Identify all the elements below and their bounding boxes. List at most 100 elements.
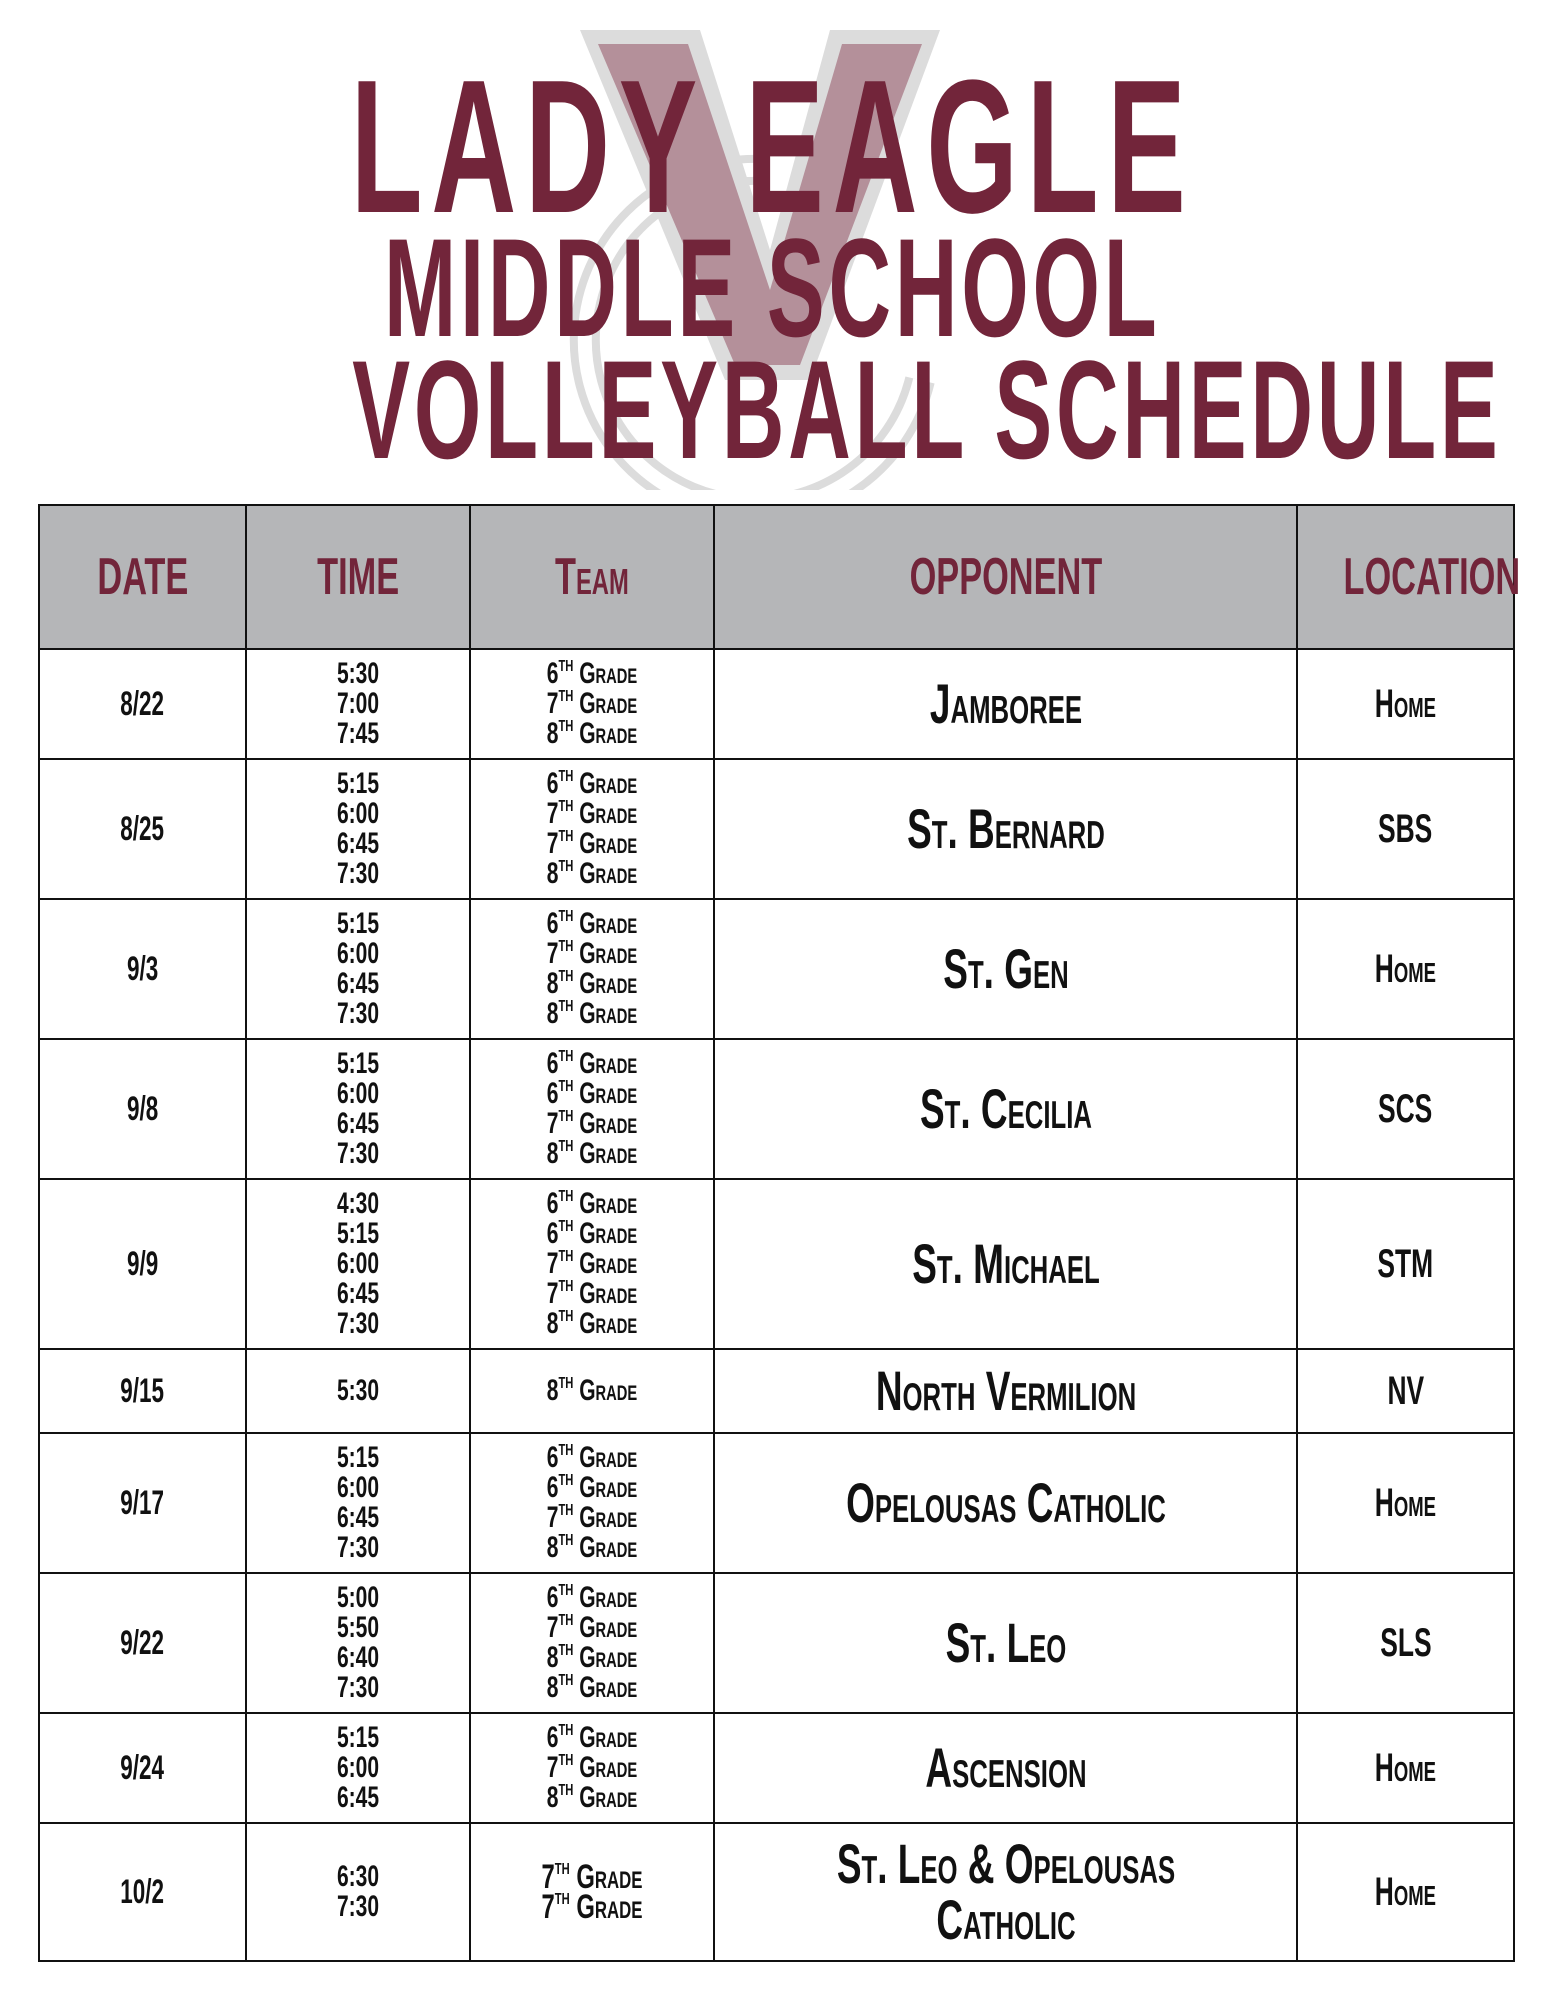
opponent-cell: Opelousas Catholic [713,1432,1298,1574]
date-text: 9/3 [126,949,159,988]
schedule-table: DATE TIME Team OPPONENT LOCATION 8/22 5:3… [38,504,1520,1962]
date-cell: 9/22 [38,1572,247,1714]
date-text: 8/25 [120,809,165,848]
time-cell: 6:30 7:30 [245,1822,471,1962]
opponent-cell: St. Leo & Opelousas Catholic [713,1822,1298,1962]
time-text: 6:00 [336,1751,380,1784]
time-text: 6:30 [336,1860,380,1893]
opponent-text: St. Cecilia [919,1077,1092,1140]
location-text: NV [1387,1368,1424,1413]
date-cell: 9/17 [38,1432,247,1574]
time-text: 6:45 [336,1501,380,1534]
time-text: 5:15 [336,1441,380,1474]
team-text: 8TH Grade [546,967,638,1000]
time-text: 5:15 [336,767,380,800]
team-text: 6TH Grade [546,1047,638,1080]
location-cell: Home [1296,1712,1515,1824]
table-row: 8/25 5:15 6:00 6:45 7:30 6TH Grade 7TH Grade 7T… [38,758,1515,900]
team-text: 7TH Grade [546,687,638,720]
table-row: 8/22 5:30 7:00 7:45 6TH Grade 7TH Grade 8TH Gr… [38,648,1515,760]
time-cell: 5:00 5:50 6:40 7:30 [245,1572,471,1714]
team-text: 6TH Grade [546,1581,638,1614]
time-text: 6:00 [336,1077,380,1110]
date-text: 9/15 [120,1371,165,1410]
team-cell: 6TH Grade 6TH Grade 7TH Grade 8TH Grade [469,1038,715,1180]
opponent-text: St. Gen [942,937,1069,1000]
time-text: 5:30 [336,657,380,690]
time-text: 7:30 [336,997,380,1030]
time-text: 4:30 [336,1187,380,1220]
time-text: 5:15 [336,907,380,940]
time-cell: 5:15 6:00 6:45 [245,1712,471,1824]
date-text: 9/17 [120,1483,165,1522]
header-time: TIME [245,504,471,650]
team-text: 8TH Grade [546,857,638,890]
team-text: 8TH Grade [546,1374,638,1407]
time-text: 6:45 [336,1277,380,1310]
table-row: 9/8 5:15 6:00 6:45 7:30 6TH Grade 6TH Grade 7TH… [38,1038,1515,1180]
team-cell: 8TH Grade [469,1348,715,1434]
team-text: 6TH Grade [546,1187,638,1220]
team-cell: 6TH Grade 7TH Grade 8TH Grade 8TH Grade [469,1572,715,1714]
team-text: 6TH Grade [546,1471,638,1504]
opponent-cell: St. Cecilia [713,1038,1298,1180]
team-text: 6TH Grade [546,1077,638,1110]
date-cell: 9/8 [38,1038,247,1180]
header-location: LOCATION [1296,504,1520,650]
time-text: 6:45 [336,827,380,860]
team-text: 7TH Grade [546,1107,638,1140]
location-cell: Home [1296,648,1515,760]
location-text: STM [1377,1241,1434,1286]
date-cell: 9/3 [38,898,247,1040]
team-text: 8TH Grade [546,1531,638,1564]
team-text: 7TH Grade [546,1501,638,1534]
time-cell: 5:30 7:00 7:45 [245,648,471,760]
location-cell: NV [1296,1348,1515,1434]
opponent-text: St. Michael [911,1232,1100,1295]
location-cell: SLS [1296,1572,1515,1714]
team-cell: 6TH Grade 6TH Grade 7TH Grade 7TH Grade 8TH … [469,1178,715,1350]
opponent-cell: Jamboree [713,648,1298,760]
team-text: 7TH Grade [546,797,638,830]
time-text: 7:30 [336,1671,380,1704]
team-text: 6TH Grade [546,907,638,940]
location-text: Home [1374,1480,1437,1525]
team-cell: 6TH Grade 7TH Grade 8TH Grade 8TH Grade [469,898,715,1040]
time-text: 5:15 [336,1047,380,1080]
location-cell: Home [1296,1432,1515,1574]
time-text: 7:30 [336,1531,380,1564]
location-cell: SBS [1296,758,1515,900]
team-text: 8TH Grade [546,997,638,1030]
opponent-text: North Vermilion [875,1359,1136,1422]
location-cell: Home [1296,898,1515,1040]
team-cell: 6TH Grade 6TH Grade 7TH Grade 8TH Grade [469,1432,715,1574]
team-text: 7TH Grade [546,827,638,860]
location-text: Home [1374,1869,1437,1914]
date-text: 9/24 [120,1748,165,1787]
time-text: 6:00 [336,1471,380,1504]
team-text: 8TH Grade [546,717,638,750]
date-text: 9/22 [120,1623,165,1662]
date-text: 8/22 [120,684,165,723]
time-text: 7:30 [336,1137,380,1170]
title-line-1: LADY EAGLE [350,41,1195,253]
opponent-text: Ascension [924,1736,1087,1799]
time-text: 7:30 [336,1307,380,1340]
time-text: 5:15 [336,1721,380,1754]
team-cell: 7TH Grade 7TH Grade [469,1822,715,1962]
team-text: 8TH Grade [546,1781,638,1814]
time-text: 5:50 [336,1611,380,1644]
table-row: 9/24 5:15 6:00 6:45 6TH Grade 7TH Grade 8TH Gr… [38,1712,1515,1824]
time-text: 6:40 [336,1641,380,1674]
time-text: 6:00 [336,797,380,830]
date-cell: 8/22 [38,648,247,760]
team-text: 8TH Grade [546,1671,638,1704]
team-text: 7TH Grade [546,1751,638,1784]
opponent-text: St. Leo [945,1611,1066,1674]
time-text: 5:00 [336,1581,380,1614]
opponent-cell: Ascension [713,1712,1298,1824]
team-text: 8TH Grade [546,1137,638,1170]
date-text: 10/2 [120,1872,165,1911]
location-cell: Home [1296,1822,1515,1962]
team-text: 7TH Grade [546,1247,638,1280]
